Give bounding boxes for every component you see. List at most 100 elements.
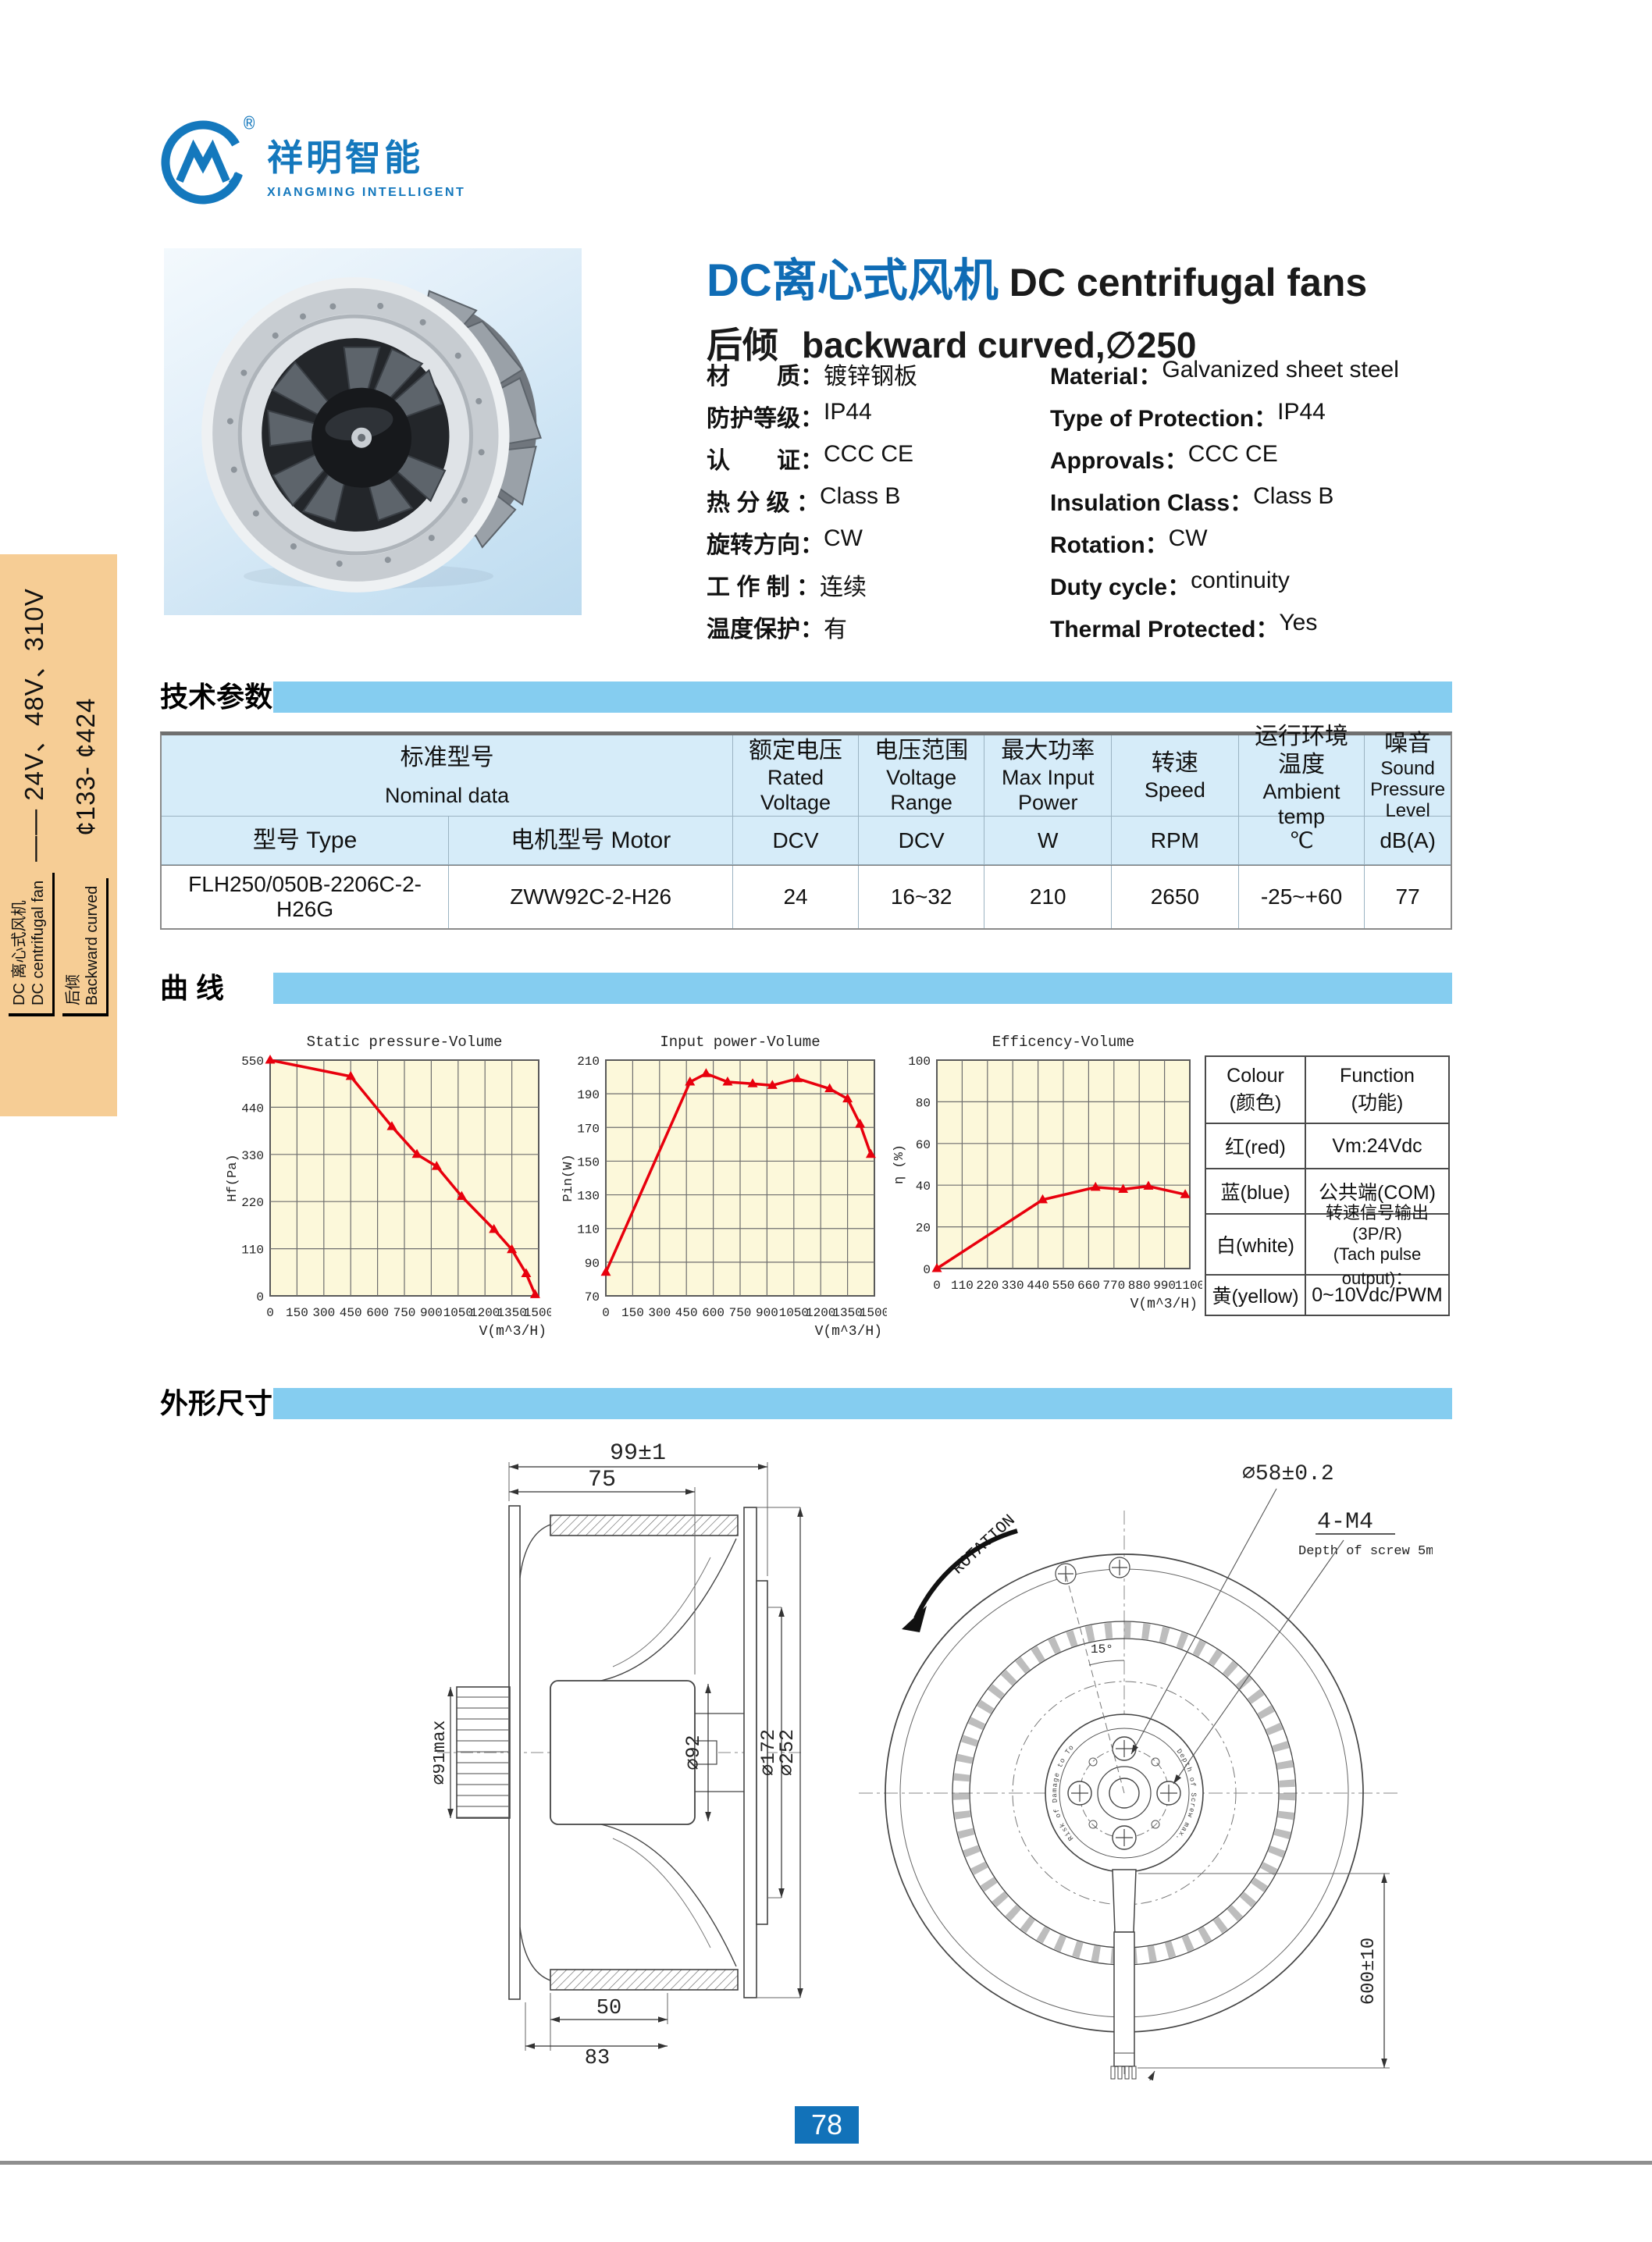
cell-type: FLH250/050B-2206C-2-H26G — [162, 866, 450, 928]
svg-text:750: 750 — [393, 1306, 416, 1320]
svg-text:0: 0 — [266, 1306, 274, 1320]
drawing-front-view: Risk of Damage to Touch Running - Rotor … — [837, 1427, 1450, 2107]
svg-text:300: 300 — [312, 1306, 335, 1320]
svg-text:40: 40 — [916, 1180, 931, 1194]
table-header-max-power: 最大功率 Max Input Power — [984, 735, 1113, 817]
table-unit: ℃ — [1238, 817, 1365, 865]
spec-value: 连续 — [820, 575, 867, 600]
svg-text:1050: 1050 — [779, 1306, 809, 1320]
table-unit: DCV — [733, 817, 859, 865]
table-unit: DCV — [858, 817, 985, 865]
spec-label: 温度保护： — [707, 617, 824, 642]
svg-text:900: 900 — [420, 1306, 443, 1320]
svg-text:220: 220 — [241, 1196, 264, 1210]
table-header-speed: 转速 Speed — [1112, 735, 1239, 817]
dim-4m4-sub: Depth of screw 5max — [1298, 1544, 1433, 1559]
sidebar-diameters: ¢133- ¢424 — [70, 697, 100, 836]
wire-table-header: Colour (颜色) Function (功能) — [1206, 1057, 1448, 1123]
svg-text:600: 600 — [366, 1306, 389, 1320]
subtitle-en: backward curved,∅250 — [802, 325, 1197, 365]
table-unit: W — [984, 817, 1113, 865]
table-header-ambient: 运行环境 温度 Ambient temp — [1238, 724, 1365, 828]
svg-text:1500: 1500 — [860, 1306, 887, 1320]
dim-172: ∅172 — [757, 1729, 780, 1776]
svg-text:900: 900 — [756, 1306, 778, 1320]
svg-text:1100: 1100 — [1175, 1279, 1202, 1293]
dim-99: 99±1 — [610, 1440, 666, 1467]
sidebar-series-1-en: DC centrifugal fan — [30, 880, 47, 1005]
chart-efficiency: Efficency-Volume 0 110 220 330 440 550 660 770 88… — [890, 1029, 1205, 1318]
wire-row-white: 白(white) 转速信号输出(3P/R) (Tach pulse output)… — [1206, 1203, 1448, 1288]
sidebar-series-1-zh: DC 离心式风机 — [11, 900, 28, 1005]
page-number: 78 — [795, 2106, 859, 2144]
section-title-curves: 曲 线 — [160, 972, 225, 1004]
spec-value: CCC CE — [824, 441, 914, 467]
svg-text:130: 130 — [577, 1190, 600, 1204]
table-header-noise: 噪音 Sound Pressure Level — [1365, 731, 1451, 821]
sidebar-series-2-en: Backward curved — [84, 885, 101, 1005]
spec-value-en: Galvanized sheet steel — [1162, 357, 1399, 383]
product-photo — [164, 248, 582, 615]
spec-value: CW — [824, 525, 863, 551]
svg-text:Pin(W): Pin(W) — [561, 1154, 576, 1201]
svg-text:100: 100 — [908, 1055, 931, 1069]
dim-91max: ∅91max — [433, 1721, 450, 1785]
table-header-nominal: 标准型号 Nominal data — [162, 735, 734, 817]
svg-text:220: 220 — [976, 1279, 999, 1293]
svg-text:600: 600 — [702, 1306, 725, 1320]
sidebar-tab: DC 离心式风机 DC centrifugal fan —— 24V、48V、3… — [0, 554, 117, 1116]
svg-text:1350: 1350 — [497, 1306, 526, 1320]
spec-label-en: Material： — [1050, 364, 1162, 390]
svg-text:0: 0 — [933, 1279, 941, 1293]
drawing-side-view: 99±1 75 ∅91max ∅92 ∅172 ∅252 50 83 — [429, 1440, 808, 2070]
svg-text:550: 550 — [1052, 1279, 1075, 1293]
spec-value-en: Yes — [1279, 610, 1318, 635]
rotation-label: ROTATION — [949, 1512, 1019, 1579]
dim-75: 75 — [588, 1467, 616, 1493]
svg-text:V(m^3/H): V(m^3/H) — [479, 1324, 547, 1340]
svg-text:150: 150 — [577, 1155, 600, 1169]
dim-58: ∅58±0.2 — [1242, 1462, 1334, 1486]
spec-label-en: Rotation： — [1050, 532, 1169, 558]
spec-value-en: CW — [1168, 525, 1208, 551]
registered-mark-icon: ® — [244, 115, 255, 136]
spec-value-en: CCC CE — [1187, 441, 1278, 467]
svg-text:210: 210 — [577, 1055, 600, 1069]
sidebar-voltages: 24V、48V、310V — [19, 588, 48, 801]
section-title-dims: 外形尺寸 — [160, 1387, 273, 1419]
title-block: DC离心式风机 DC centrifugal fans 后倾 backward c… — [707, 244, 1526, 368]
svg-text:60: 60 — [916, 1138, 931, 1152]
svg-text:880: 880 — [1128, 1279, 1151, 1293]
sidebar-series-2-zh: 后倾 — [65, 974, 82, 1005]
table-header-voltage-range: 电压范围 Voltage Range — [858, 735, 985, 817]
svg-text:η (%): η (%) — [892, 1144, 907, 1184]
brand-logo: ® 祥明智能 XIANGMING INTELLIGENT — [156, 109, 625, 211]
wire-row-yellow: 黄(yellow) 0~10Vdc/PWM — [1206, 1274, 1448, 1315]
tech-parameters-table: 标准型号 Nominal data 额定电压 Rated Voltage 电压范围… — [160, 724, 1452, 930]
spec-value-en: Class B — [1253, 483, 1334, 509]
svg-text:170: 170 — [577, 1122, 600, 1136]
spec-value: IP44 — [824, 399, 872, 425]
cell-value: 77 — [1365, 866, 1451, 928]
page-title-zh: DC离心式风机 — [707, 255, 999, 306]
svg-text:20: 20 — [916, 1222, 931, 1236]
sidebar-series-1: DC 离心式风机 DC centrifugal fan —— 24V、48V、3… — [9, 554, 55, 1016]
svg-text:1200: 1200 — [806, 1306, 835, 1320]
spec-row-approvals: 认 证： CCC CE Approvals： CCC CE — [707, 437, 1534, 479]
svg-text:Input power-Volume: Input power-Volume — [660, 1034, 820, 1051]
chart-input-power: Input power-Volume 0 150 300 450 600 750 900 105… — [559, 1029, 889, 1345]
table-unit: RPM — [1112, 817, 1239, 865]
svg-text:1350: 1350 — [832, 1306, 862, 1320]
brand-name-zh: 祥明智能 — [267, 137, 423, 178]
spec-label: 旋转方向： — [707, 532, 824, 558]
svg-text:330: 330 — [241, 1149, 264, 1163]
cell-value: 16~32 — [858, 866, 985, 928]
spec-row-insulation: 热 分 级 ： Class B Insulation Class： Class B — [707, 479, 1534, 521]
svg-text:80: 80 — [916, 1096, 931, 1110]
svg-text:190: 190 — [577, 1088, 600, 1102]
svg-text:300: 300 — [648, 1306, 671, 1320]
chart-static-pressure: Static pressure-Volume 0 150 300 450 600 750 90… — [223, 1029, 554, 1345]
svg-text:0: 0 — [923, 1263, 931, 1277]
wire-row-blue: 蓝(blue) 公共端(COM) — [1206, 1168, 1448, 1213]
svg-text:660: 660 — [1077, 1279, 1100, 1293]
